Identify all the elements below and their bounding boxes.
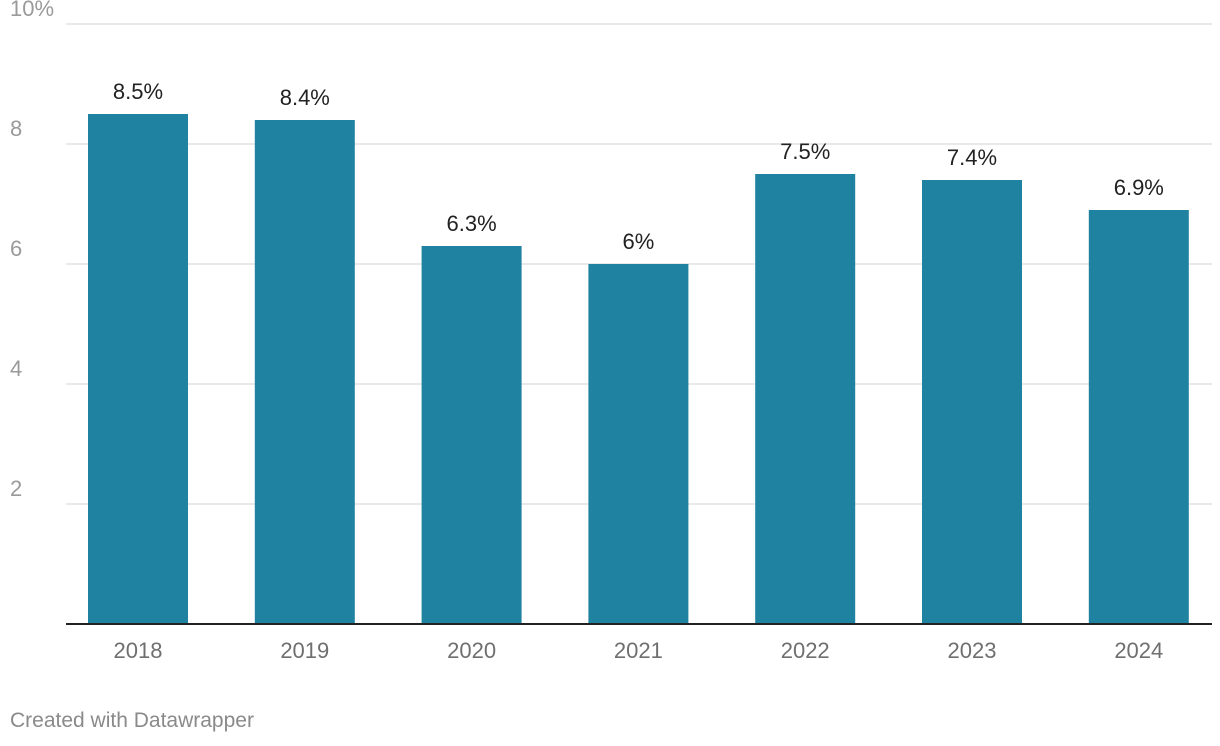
bar-2023: [922, 180, 1022, 624]
data-label-2018: 8.5%: [113, 79, 163, 104]
bars: [88, 114, 1189, 624]
data-label-2023: 7.4%: [947, 145, 997, 170]
data-label-2024: 6.9%: [1114, 175, 1164, 200]
x-tick-label-2019: 2019: [280, 638, 329, 663]
credit-text: Created with Datawrapper: [10, 709, 254, 732]
data-label-2021: 6%: [623, 229, 655, 254]
x-tick-label-2022: 2022: [781, 638, 830, 663]
bar-2024: [1088, 210, 1189, 624]
y-tick-label: 2: [10, 476, 22, 501]
data-label-2020: 6.3%: [447, 211, 497, 236]
y-tick-label: 10%: [10, 0, 54, 21]
y-tick-label: 8: [10, 116, 22, 141]
bar-2019: [254, 120, 355, 624]
bar-2018: [88, 114, 188, 624]
y-tick-label: 4: [10, 356, 22, 381]
y-tick-label: 6: [10, 236, 22, 261]
x-tick-label-2023: 2023: [948, 638, 997, 663]
x-tick-label-2021: 2021: [614, 638, 663, 663]
x-axis: 2018 2019 2020 2021 2022 2023 2024: [66, 623, 1212, 663]
bar-2022: [755, 174, 856, 624]
y-axis: 2 4 6 8 10%: [10, 0, 54, 501]
data-label-2019: 8.4%: [280, 85, 330, 110]
bar-2021: [588, 264, 689, 624]
data-labels: 8.5% 8.4% 6.3% 6% 7.5% 7.4% 6.9%: [113, 79, 1164, 254]
bar-2020: [421, 246, 522, 624]
x-tick-label-2024: 2024: [1114, 638, 1163, 663]
x-tick-label-2018: 2018: [114, 638, 163, 663]
x-tick-label-2020: 2020: [447, 638, 496, 663]
data-label-2022: 7.5%: [780, 139, 830, 164]
